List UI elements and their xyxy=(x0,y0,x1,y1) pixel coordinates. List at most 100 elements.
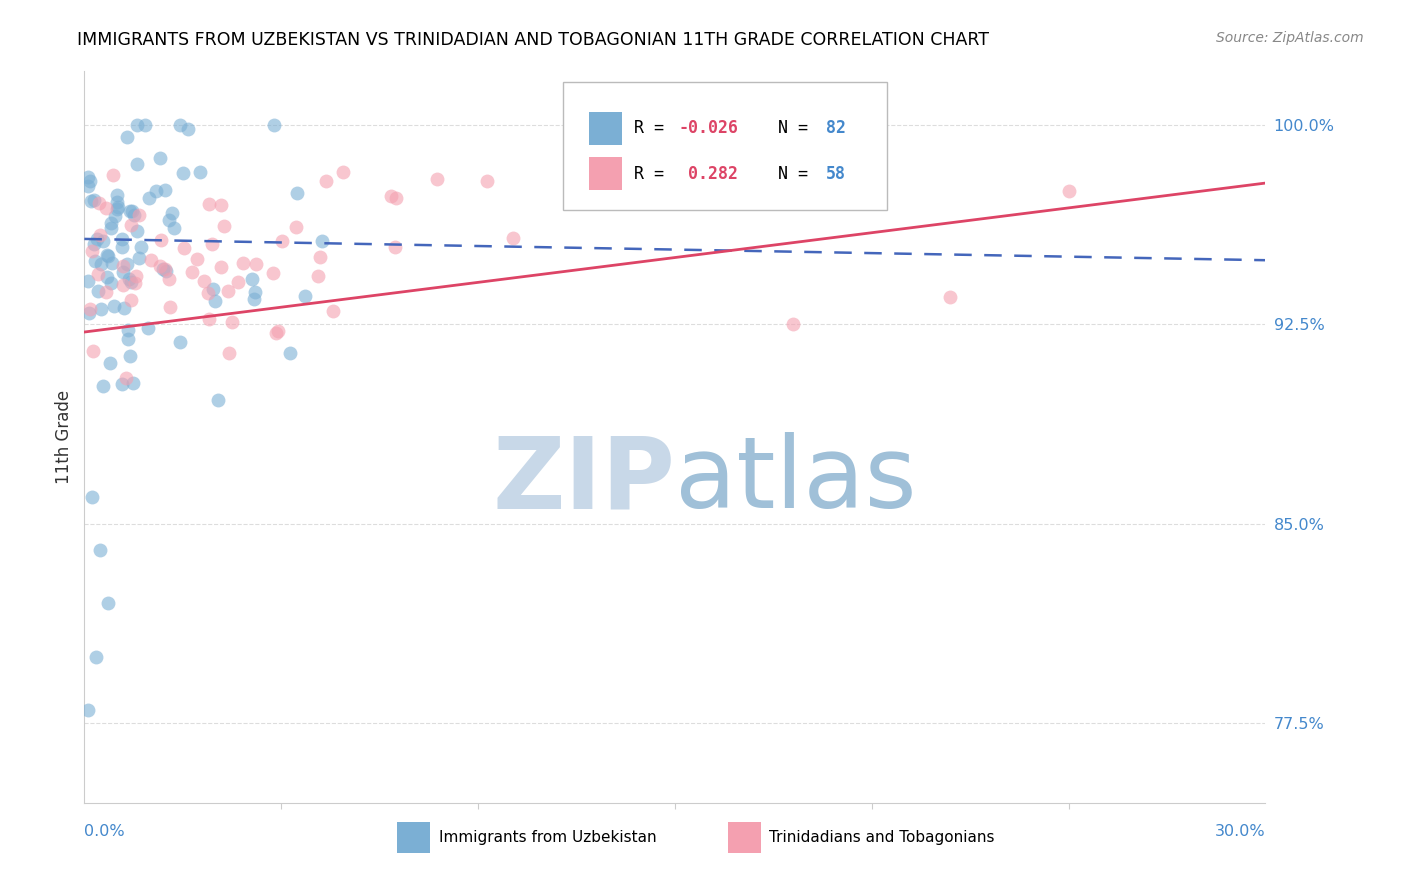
Point xyxy=(124,269,146,284)
Point xyxy=(263,118,285,132)
Point xyxy=(96,269,118,284)
Point xyxy=(181,265,204,279)
Point xyxy=(96,248,118,262)
Point xyxy=(86,267,108,281)
Point xyxy=(278,346,301,360)
Point xyxy=(311,234,333,248)
Point xyxy=(120,293,142,308)
Point xyxy=(117,332,139,346)
Point xyxy=(84,649,107,664)
Point xyxy=(83,193,105,207)
Point xyxy=(93,379,115,393)
Point xyxy=(117,323,139,337)
Point xyxy=(308,251,330,265)
Text: N =: N = xyxy=(758,119,817,136)
Point xyxy=(294,289,316,303)
Point xyxy=(125,224,148,238)
Point xyxy=(152,262,174,277)
Point xyxy=(270,235,292,249)
Text: ZIP: ZIP xyxy=(492,433,675,530)
Text: R =: R = xyxy=(634,165,673,183)
Point xyxy=(114,371,136,385)
Point xyxy=(193,274,215,288)
Point xyxy=(197,286,219,301)
Point xyxy=(186,252,208,266)
Point xyxy=(149,259,172,273)
Bar xyxy=(589,157,621,190)
Text: Source: ZipAtlas.com: Source: ZipAtlas.com xyxy=(1216,31,1364,45)
Point xyxy=(315,174,337,188)
Point xyxy=(77,703,100,717)
Point xyxy=(111,240,134,254)
Point xyxy=(380,189,402,203)
Point xyxy=(82,490,104,504)
Point xyxy=(112,301,135,315)
Point xyxy=(122,208,145,222)
Point xyxy=(149,151,172,165)
Text: 82: 82 xyxy=(827,119,846,136)
Point xyxy=(209,260,232,274)
Point xyxy=(155,264,177,278)
Point xyxy=(690,188,713,202)
Text: Immigrants from Uzbekistan: Immigrants from Uzbekistan xyxy=(439,830,657,846)
Point xyxy=(115,257,138,271)
Point xyxy=(502,231,524,245)
Point xyxy=(322,303,344,318)
Point xyxy=(172,166,194,180)
Point xyxy=(105,202,128,217)
Point xyxy=(426,171,449,186)
Point xyxy=(136,320,159,334)
Point xyxy=(243,292,266,306)
Bar xyxy=(728,822,761,853)
Point xyxy=(160,206,183,220)
Point xyxy=(97,596,120,610)
Point xyxy=(86,231,108,245)
Point xyxy=(169,334,191,349)
Point xyxy=(98,356,121,370)
Point xyxy=(198,196,221,211)
Point xyxy=(112,265,135,279)
Point xyxy=(221,315,243,329)
Point xyxy=(128,208,150,222)
Point xyxy=(128,251,150,265)
Point xyxy=(121,204,143,219)
Point xyxy=(118,271,141,285)
Point xyxy=(91,234,114,248)
Point xyxy=(100,220,122,235)
Point xyxy=(124,276,146,290)
Point xyxy=(307,268,329,283)
Point xyxy=(100,276,122,290)
Point xyxy=(939,290,962,304)
Point xyxy=(87,195,110,210)
Text: 30.0%: 30.0% xyxy=(1215,824,1265,839)
Point xyxy=(104,210,127,224)
Point xyxy=(169,118,191,132)
Text: -0.026: -0.026 xyxy=(679,119,738,136)
Point xyxy=(159,301,181,315)
Point xyxy=(120,219,142,233)
Point xyxy=(153,183,176,197)
Point xyxy=(477,173,499,187)
Point xyxy=(87,285,110,299)
Point xyxy=(101,256,124,270)
Point xyxy=(105,188,128,202)
Point xyxy=(243,285,266,300)
Point xyxy=(83,237,105,252)
Point xyxy=(100,217,122,231)
Point xyxy=(226,275,249,289)
Bar xyxy=(398,822,430,853)
Point xyxy=(115,130,138,145)
Point xyxy=(80,194,103,208)
Point xyxy=(155,262,177,277)
Point xyxy=(139,253,162,268)
Point xyxy=(82,244,104,259)
Point xyxy=(217,285,239,299)
Point xyxy=(97,249,120,263)
Point xyxy=(103,299,125,313)
Point xyxy=(83,254,105,268)
Text: Trinidadians and Tobagonians: Trinidadians and Tobagonians xyxy=(769,830,995,846)
Point xyxy=(96,285,118,299)
Point xyxy=(384,240,406,254)
Point xyxy=(177,122,200,136)
Point xyxy=(245,257,267,271)
